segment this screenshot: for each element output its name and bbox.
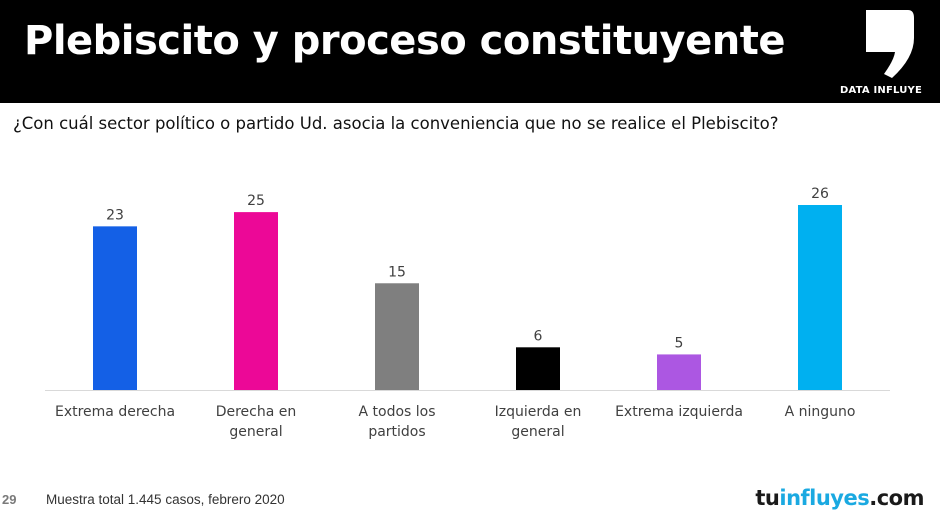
brand-logo: tuinfluyes.com bbox=[755, 486, 924, 510]
brand-part-1: tu bbox=[755, 486, 780, 510]
category-label: Extrema izquierda bbox=[615, 404, 743, 420]
bar bbox=[93, 226, 137, 390]
category-label: A todos los partidos bbox=[358, 404, 435, 440]
bar bbox=[798, 205, 842, 390]
data-label: 25 bbox=[247, 193, 265, 209]
bar bbox=[657, 354, 701, 390]
category-label: Extrema derecha bbox=[55, 404, 175, 420]
page-title: Plebiscito y proceso constituyente bbox=[24, 18, 786, 64]
header-bar: Plebiscito y proceso constituyente DATA … bbox=[0, 0, 940, 103]
page-number: 29 bbox=[2, 492, 17, 507]
bar bbox=[516, 347, 560, 390]
survey-question: ¿Con cuál sector político o partido Ud. … bbox=[13, 114, 779, 133]
logo-text: DATA INFLUYE bbox=[839, 85, 922, 96]
category-label: A ninguno bbox=[785, 404, 856, 420]
quote-logo-icon bbox=[866, 10, 914, 78]
brand-part-3: .com bbox=[869, 486, 924, 510]
data-label: 26 bbox=[811, 186, 829, 202]
category-label: Izquierda en general bbox=[495, 404, 582, 440]
bar-chart: 23 Extrema derecha 25 Derecha en general 15 A … bbox=[45, 186, 890, 440]
bar bbox=[375, 283, 419, 390]
bar bbox=[234, 212, 278, 390]
category-label: Derecha en general bbox=[216, 404, 297, 440]
data-label: 23 bbox=[106, 207, 124, 223]
sample-note: Muestra total 1.445 casos, febrero 2020 bbox=[46, 492, 285, 507]
data-label: 15 bbox=[388, 264, 406, 280]
data-label: 5 bbox=[675, 335, 684, 351]
data-label: 6 bbox=[534, 328, 543, 344]
brand-part-2: influyes bbox=[779, 486, 870, 510]
